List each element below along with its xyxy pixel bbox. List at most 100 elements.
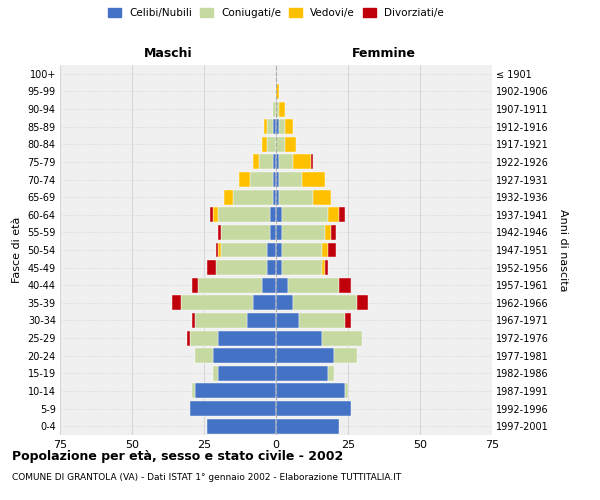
Bar	[181, 296, 253, 310]
Bar	[322, 242, 328, 258]
Bar	[276, 119, 279, 134]
Bar	[253, 296, 276, 310]
Bar	[247, 313, 276, 328]
Bar	[276, 348, 334, 363]
Bar	[262, 137, 268, 152]
Bar	[276, 225, 282, 240]
Bar	[218, 225, 221, 240]
Bar	[276, 418, 340, 434]
Bar	[276, 84, 279, 99]
Bar	[279, 154, 293, 170]
Bar	[279, 190, 313, 204]
Bar	[190, 401, 276, 416]
Bar	[224, 190, 233, 204]
Bar	[196, 313, 247, 328]
Bar	[276, 242, 282, 258]
Bar	[276, 330, 322, 345]
Bar	[270, 208, 276, 222]
Bar	[322, 330, 362, 345]
Bar	[276, 313, 299, 328]
Bar	[276, 172, 279, 187]
Bar	[273, 154, 276, 170]
Bar	[279, 119, 284, 134]
Bar	[250, 172, 273, 187]
Bar	[268, 119, 273, 134]
Bar	[196, 348, 212, 363]
Bar	[212, 366, 218, 381]
Bar	[313, 190, 331, 204]
Bar	[302, 172, 325, 187]
Bar	[273, 102, 276, 116]
Bar	[196, 384, 276, 398]
Bar	[172, 296, 181, 310]
Bar	[187, 330, 190, 345]
Bar	[340, 278, 351, 292]
Bar	[193, 384, 196, 398]
Bar	[276, 296, 293, 310]
Bar	[215, 242, 218, 258]
Bar	[345, 313, 351, 328]
Bar	[276, 208, 282, 222]
Y-axis label: Anni di nascita: Anni di nascita	[559, 209, 568, 291]
Bar	[239, 172, 250, 187]
Bar	[193, 278, 198, 292]
Bar	[270, 225, 276, 240]
Bar	[282, 260, 322, 275]
Bar	[299, 313, 345, 328]
Bar	[268, 260, 276, 275]
Bar	[322, 260, 325, 275]
Bar	[273, 119, 276, 134]
Bar	[233, 190, 273, 204]
Bar	[279, 102, 284, 116]
Bar	[218, 242, 221, 258]
Bar	[287, 278, 340, 292]
Bar	[212, 348, 276, 363]
Bar	[212, 208, 218, 222]
Bar	[284, 119, 293, 134]
Bar	[198, 278, 262, 292]
Bar	[325, 260, 328, 275]
Bar	[207, 418, 276, 434]
Legend: Celibi/Nubili, Coniugati/e, Vedovi/e, Divorziati/e: Celibi/Nubili, Coniugati/e, Vedovi/e, Di…	[108, 8, 444, 18]
Bar	[276, 102, 279, 116]
Bar	[279, 172, 302, 187]
Bar	[276, 401, 351, 416]
Bar	[221, 242, 268, 258]
Bar	[276, 384, 345, 398]
Bar	[207, 260, 215, 275]
Bar	[328, 242, 337, 258]
Bar	[328, 208, 340, 222]
Bar	[210, 208, 212, 222]
Bar	[345, 384, 348, 398]
Bar	[259, 154, 273, 170]
Bar	[293, 296, 356, 310]
Text: COMUNE DI GRANTOLA (VA) - Dati ISTAT 1° gennaio 2002 - Elaborazione TUTTITALIA.I: COMUNE DI GRANTOLA (VA) - Dati ISTAT 1° …	[12, 472, 401, 482]
Bar	[273, 172, 276, 187]
Bar	[262, 278, 276, 292]
Bar	[273, 190, 276, 204]
Bar	[265, 119, 268, 134]
Bar	[276, 154, 279, 170]
Bar	[276, 260, 282, 275]
Text: Popolazione per età, sesso e stato civile - 2002: Popolazione per età, sesso e stato civil…	[12, 450, 343, 463]
Bar	[268, 137, 276, 152]
Bar	[282, 242, 322, 258]
Bar	[356, 296, 368, 310]
Bar	[193, 313, 196, 328]
Text: Maschi: Maschi	[143, 47, 193, 60]
Bar	[218, 366, 276, 381]
Bar	[190, 330, 218, 345]
Bar	[221, 225, 270, 240]
Bar	[282, 208, 328, 222]
Bar	[282, 225, 325, 240]
Bar	[334, 348, 356, 363]
Bar	[218, 208, 270, 222]
Bar	[276, 366, 328, 381]
Bar	[253, 154, 259, 170]
Bar	[276, 190, 279, 204]
Bar	[218, 330, 276, 345]
Bar	[276, 137, 284, 152]
Bar	[340, 208, 345, 222]
Bar	[328, 366, 334, 381]
Bar	[331, 225, 337, 240]
